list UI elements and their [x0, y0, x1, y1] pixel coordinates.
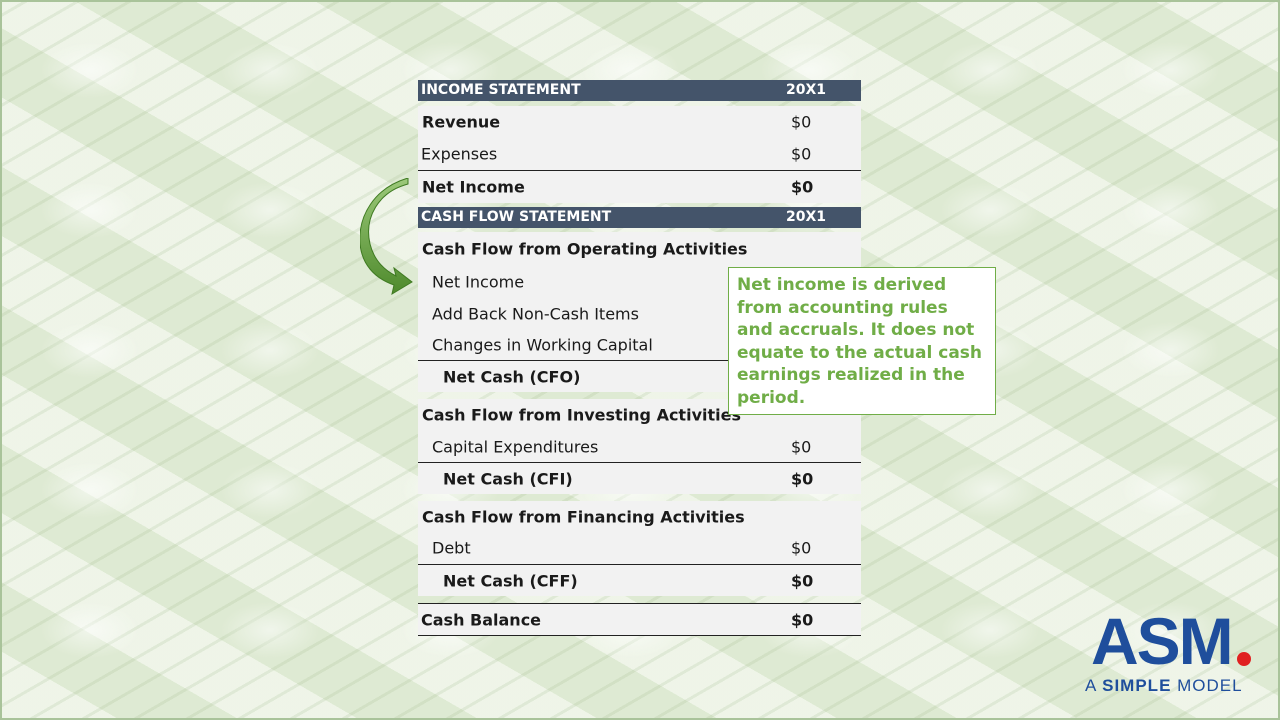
section-gap [418, 596, 861, 603]
logo-wordmark: ASM [1091, 604, 1234, 678]
row-value-revenue: $0 [791, 112, 812, 131]
row-value-cash-balance: $0 [791, 610, 814, 629]
income-statement-table: INCOME STATEMENT 20X1 Revenue $0 Expense… [418, 80, 861, 203]
row-value-capex: $0 [791, 437, 812, 456]
income-statement-year: 20X1 [786, 82, 827, 98]
row-value-cff: $0 [791, 571, 814, 590]
callout-note: Net income is derived from accounting ru… [728, 267, 996, 415]
row-value-net-income: $0 [791, 177, 814, 197]
table-row: Net Cash (CFF) $0 [418, 565, 861, 596]
row-label-working-capital: Changes in Working Capital [432, 335, 653, 354]
operating-title: Cash Flow from Operating Activities [422, 239, 748, 259]
logo-tagline-model: MODEL [1171, 676, 1243, 695]
row-value-expenses: $0 [791, 144, 812, 163]
income-statement-header: INCOME STATEMENT 20X1 [418, 80, 861, 101]
cash-flow-statement-table: CASH FLOW STATEMENT 20X1 Cash Flow from … [418, 207, 861, 636]
table-row: Revenue $0 [418, 106, 861, 137]
curved-arrow-icon [360, 178, 413, 296]
logo-tagline-a: A [1085, 676, 1103, 695]
row-label-expenses: Expenses [421, 144, 498, 163]
income-statement-title: INCOME STATEMENT [421, 82, 581, 98]
cash-flow-header: CASH FLOW STATEMENT 20X1 [418, 207, 861, 228]
row-label-net-income: Net Income [422, 177, 525, 197]
table-row: Cash Balance $0 [418, 603, 861, 636]
row-label-capex: Capital Expenditures [432, 437, 599, 456]
section-heading: Cash Flow from Investing Activities [418, 399, 861, 431]
asm-logo: ASM A SIMPLE MODEL [1085, 608, 1255, 698]
cash-flow-year: 20X1 [786, 209, 827, 225]
row-label-cff: Net Cash (CFF) [443, 571, 578, 590]
callout-note-text: Net income is derived from accounting ru… [737, 275, 983, 408]
logo-tagline-simple: SIMPLE [1102, 676, 1172, 695]
row-label-cfo-net-income: Net Income [432, 272, 525, 292]
row-label-cash-balance: Cash Balance [421, 610, 542, 629]
section-heading: Cash Flow from Financing Activities [418, 501, 861, 532]
logo-dot-icon [1237, 652, 1251, 666]
table-row: Debt $0 [418, 532, 861, 565]
row-label-cfo: Net Cash (CFO) [443, 367, 581, 386]
row-value-debt: $0 [791, 538, 812, 558]
cash-flow-title: CASH FLOW STATEMENT [421, 209, 612, 225]
logo-tagline: A SIMPLE MODEL [1085, 676, 1243, 696]
table-row: Capital Expenditures $0 [418, 431, 861, 463]
row-label-non-cash: Add Back Non-Cash Items [432, 304, 639, 323]
table-row: Net Cash (CFI) $0 [418, 463, 861, 494]
financing-title: Cash Flow from Financing Activities [422, 507, 745, 526]
investing-title: Cash Flow from Investing Activities [422, 405, 741, 425]
section-heading: Cash Flow from Operating Activities [418, 232, 861, 266]
row-label-cfi: Net Cash (CFI) [443, 469, 573, 488]
section-gap [418, 494, 861, 501]
row-label-revenue: Revenue [422, 112, 501, 131]
row-label-debt: Debt [432, 538, 471, 558]
table-row: Net Income $0 [418, 171, 861, 203]
row-value-cfi: $0 [791, 469, 814, 488]
table-row: Expenses $0 [418, 137, 861, 171]
